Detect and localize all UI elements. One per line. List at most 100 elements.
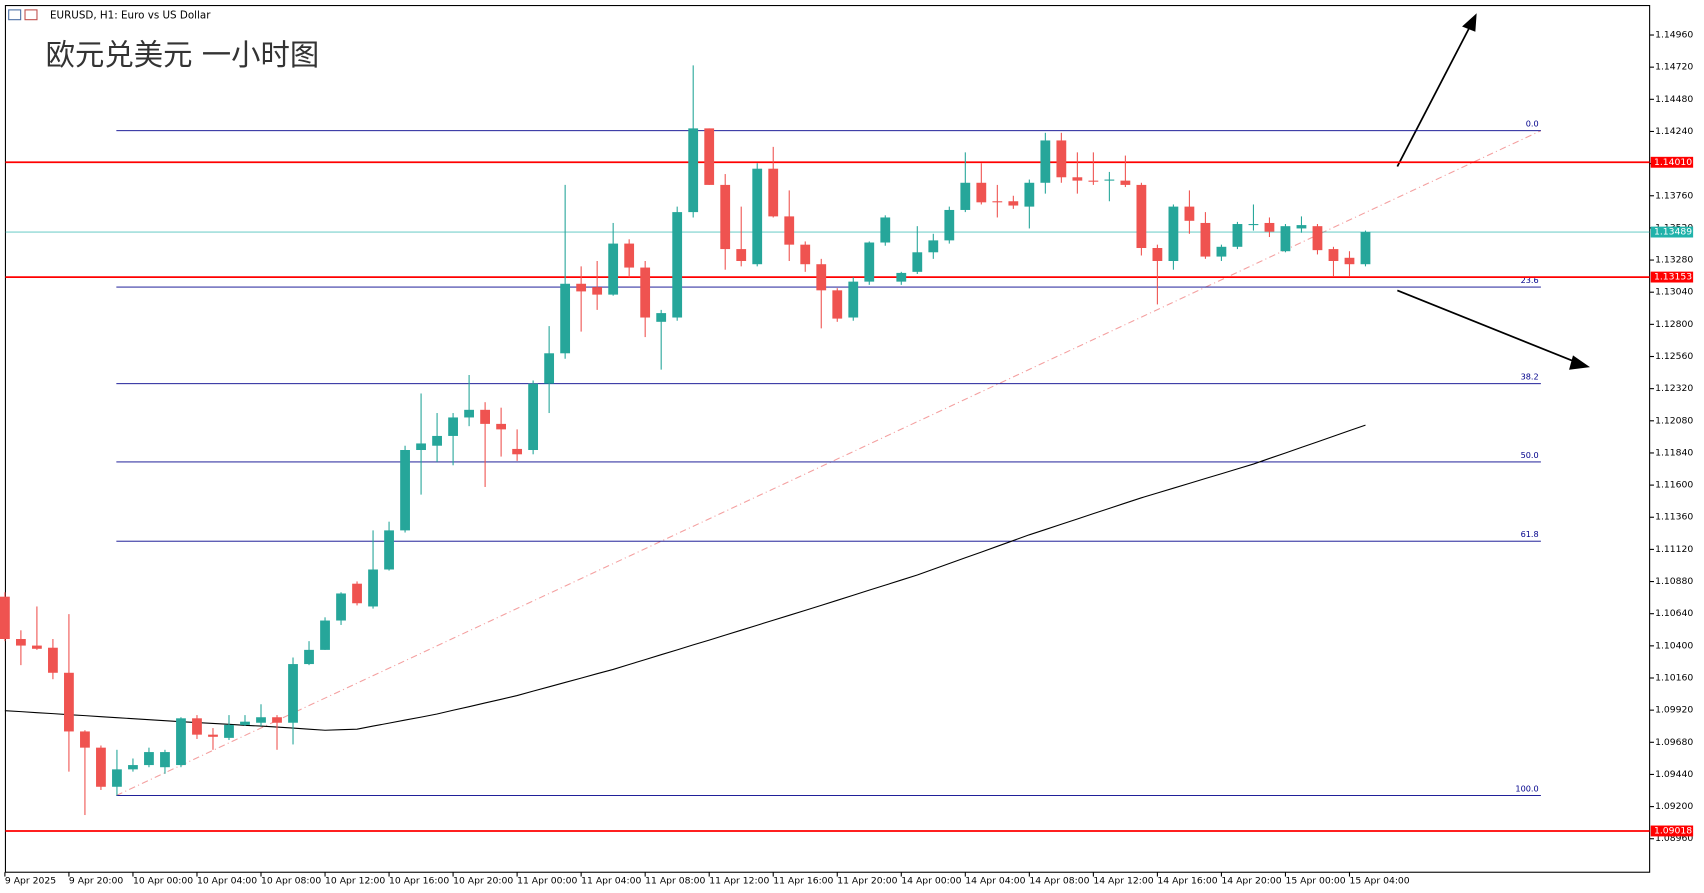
x-tick-label: 10 Apr 12:00 [325,875,385,886]
x-tick-label: 14 Apr 12:00 [1093,875,1153,886]
candle-body [736,249,747,261]
candle-body [1168,206,1179,261]
candle [1168,204,1179,270]
candle-body [352,583,362,604]
candle-body [1056,140,1067,178]
candle-body [1024,182,1035,207]
candle [464,374,474,427]
candle [1040,132,1051,194]
candle-body [1296,225,1307,229]
x-tick-label: 11 Apr 20:00 [837,875,897,886]
x-tick-label: 10 Apr 08:00 [261,875,321,886]
arrow-up [1396,21,1474,167]
candle-body [1040,140,1051,183]
y-tick-label: 1.14720 [1655,62,1693,73]
candle [224,715,234,741]
candle-body [160,752,170,768]
candle [64,614,74,772]
candle-body [1088,180,1099,182]
candle-body [336,593,346,621]
candle [992,184,1003,218]
x-tick-label: 14 Apr 08:00 [1029,875,1089,886]
candle [448,413,458,466]
x-tick-label: 14 Apr 00:00 [901,875,961,886]
candle [576,266,587,332]
candle [176,717,186,768]
candle [384,521,394,571]
y-tick-label: 1.14960 [1655,30,1693,41]
candle [1184,190,1195,234]
fib-label: 38.2 [1521,372,1539,382]
candle-body [848,281,859,318]
candle [80,730,90,816]
candle-body [1312,226,1323,251]
price-box-label: 1.13489 [1654,227,1692,238]
candle [544,326,555,414]
y-tick-label: 1.09680 [1655,737,1693,748]
y-tick-label: 1.11600 [1655,480,1693,491]
candle [688,65,699,218]
candle [1360,230,1371,267]
candle [1312,224,1323,255]
candle-body [16,639,26,646]
candle-body [800,244,811,265]
candle [944,206,955,244]
candle-body [544,353,555,384]
candle [32,606,42,650]
fib-label: 61.8 [1521,529,1539,539]
candle [48,639,58,680]
icon [8,9,22,21]
candle-body [624,243,635,268]
candle [512,429,523,461]
x-tick-label: 10 Apr 04:00 [197,875,257,886]
candle [416,393,426,495]
candle-body [512,448,523,455]
candle-body [816,264,827,291]
y-tick-label: 1.10160 [1655,672,1693,683]
candle [800,241,811,272]
x-tick-label: 14 Apr 16:00 [1157,875,1217,886]
candle [272,715,282,750]
candle-body [912,252,923,272]
candle-body [208,734,218,737]
candle [192,715,202,739]
candle-body [1216,246,1227,257]
candle [928,233,939,259]
candle [816,258,827,329]
candle [1024,179,1035,229]
x-tick-label: 9 Apr 2025 [5,875,56,886]
candle [624,239,635,278]
candle [1088,152,1099,185]
candle-body [880,217,891,243]
candle-body [320,620,330,650]
candle [960,152,971,213]
arrow-head [1462,13,1477,32]
candle-body [1120,180,1131,185]
y-tick-label: 1.12320 [1655,383,1693,394]
candle [1008,195,1019,209]
candle [1136,182,1147,256]
candle [1328,246,1339,277]
candle [592,260,603,310]
candle-body [480,409,490,424]
candle-body [688,128,699,213]
x-tick-label: 10 Apr 16:00 [389,875,449,886]
candle [1104,171,1115,202]
candle-body [592,287,603,295]
candle [560,184,571,359]
candle [832,288,843,322]
icon [24,9,38,21]
candle [1264,217,1275,238]
arrow-down [1397,289,1580,365]
candle-body [48,647,58,673]
candle [240,715,250,726]
candle-body [176,718,186,766]
candle-body [784,216,795,245]
candle-body [960,182,971,210]
candle [528,380,539,455]
y-tick-label: 1.11360 [1655,512,1693,523]
candle [640,260,651,338]
candle-body [144,752,154,766]
candle [896,271,907,285]
